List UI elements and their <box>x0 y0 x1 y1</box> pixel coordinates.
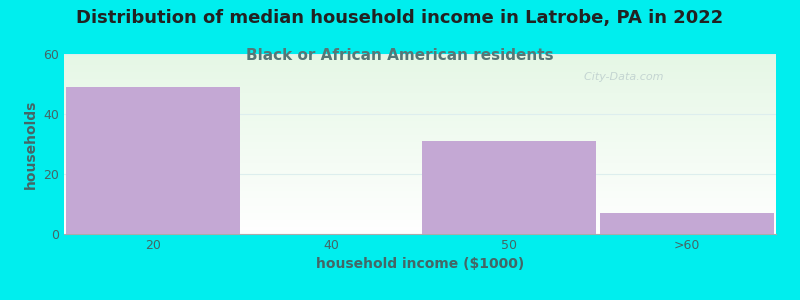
Bar <box>422 141 596 234</box>
Bar <box>600 213 774 234</box>
X-axis label: household income ($1000): household income ($1000) <box>316 257 524 272</box>
Y-axis label: households: households <box>24 99 38 189</box>
Bar <box>66 87 240 234</box>
Text: City-Data.com: City-Data.com <box>577 72 663 82</box>
Text: Black or African American residents: Black or African American residents <box>246 48 554 63</box>
Text: Distribution of median household income in Latrobe, PA in 2022: Distribution of median household income … <box>76 9 724 27</box>
